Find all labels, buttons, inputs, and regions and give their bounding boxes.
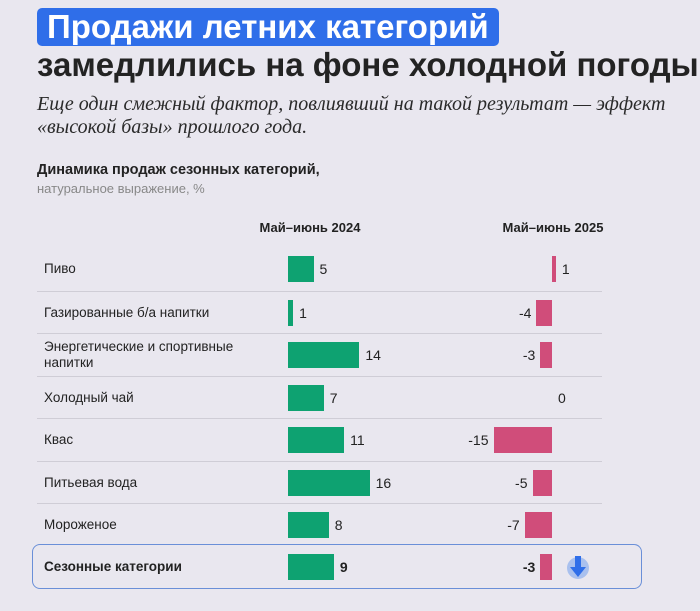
bar-2025: [524, 512, 552, 538]
bar-2025: [532, 469, 552, 496]
bar-2024: [288, 299, 294, 326]
subtitle: Еще один смежный фактор, повлиявший на т…: [37, 93, 666, 138]
bar-2024: [288, 427, 345, 453]
chart-subtitle: натуральное выражение, %: [37, 181, 205, 196]
value-label-2025: -15: [468, 432, 489, 448]
table-row: Газированные б/а напитки 1 -4: [37, 290, 602, 333]
value-label-2025: 0: [558, 389, 566, 406]
arrow-down-icon: [567, 556, 589, 579]
title-highlight: Продажи летних категорий: [37, 8, 499, 46]
bar-2024: [288, 512, 329, 538]
highlight-box: [32, 544, 642, 589]
value-label-2024: 16: [375, 474, 392, 491]
bar-2025: [493, 427, 552, 453]
bar-2024: [288, 384, 324, 411]
category-label: Квас: [44, 432, 74, 447]
value-label-2025: -3: [522, 558, 536, 575]
value-label-2024: 1: [299, 304, 307, 321]
table-row: Питьевая вода 16 -5: [37, 460, 602, 503]
category-label: Газированные б/а напитки: [44, 304, 210, 320]
value-label-2025: -4: [518, 304, 532, 321]
table-row: Мороженое 8 -7: [37, 503, 602, 545]
table-row: Сезонные категории 9 -3: [37, 546, 602, 588]
table-row: Энергетические и спортивные напитки 14 -3: [37, 333, 602, 375]
category-label: Энергетические и спортивные напитки: [44, 339, 234, 370]
value-label-2025: -3: [522, 347, 536, 363]
bar-2024: [288, 553, 334, 580]
column-header-2025: Май–июнь 2025: [502, 220, 604, 235]
table-row: Пиво 5 1: [37, 248, 602, 290]
title: замедлились на фоне холодной погоды: [37, 46, 699, 83]
category-label: Мороженое: [44, 517, 117, 532]
chart-title: Динамика продаж сезонных категорий,: [37, 162, 320, 178]
value-label-2024: 5: [319, 261, 328, 277]
category-label: Сезонные категории: [44, 558, 182, 574]
bar-2025: [552, 256, 556, 282]
category-label: Пиво: [44, 261, 76, 276]
bar-2025: [536, 299, 552, 326]
bar-2025: [540, 553, 552, 580]
bar-2024: [288, 469, 370, 496]
value-label-2024: 8: [334, 517, 343, 533]
value-label-2024: 14: [365, 347, 381, 363]
table-row: Квас 11 -15: [37, 418, 602, 460]
value-label-2024: 7: [329, 389, 338, 406]
category-label: Питьевая вода: [44, 474, 138, 490]
bar-2024: [288, 342, 360, 368]
value-label-2025: -5: [515, 474, 528, 491]
column-header-2024: Май–июнь 2024: [259, 220, 361, 235]
bar-2024: [288, 256, 314, 282]
table-row: Холодный чай 7 0: [37, 375, 602, 418]
value-label-2024: 9: [339, 558, 348, 575]
value-label-2025: -7: [507, 517, 520, 533]
category-label: Холодный чай: [44, 389, 134, 405]
value-label-2024: 11: [350, 432, 365, 448]
value-label-2025: 1: [561, 261, 570, 277]
bar-2025: [540, 342, 552, 368]
